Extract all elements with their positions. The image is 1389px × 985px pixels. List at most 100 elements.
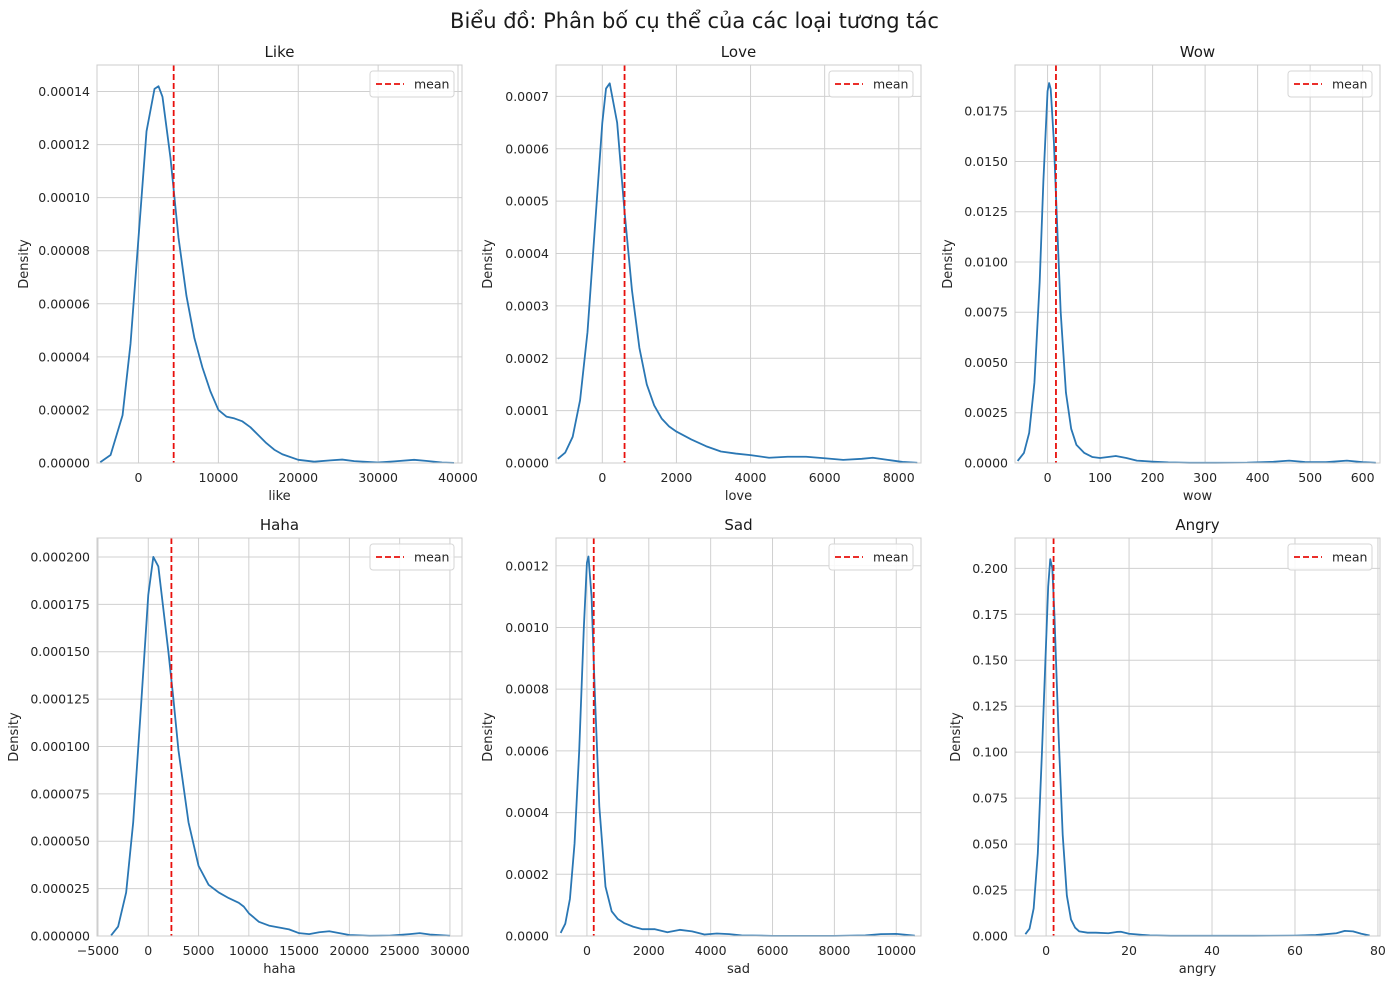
x-tick-label: 100	[1088, 470, 1112, 485]
plot-frame	[555, 64, 922, 464]
y-tick-label: 0.0004	[505, 805, 549, 820]
y-tick-label: 0.00012	[38, 137, 90, 152]
y-tick-label: 0.000175	[30, 597, 90, 612]
plot-area	[97, 538, 462, 936]
density-curve	[1016, 82, 1376, 464]
x-tick-label: 5000	[183, 943, 215, 958]
y-tick-label: 0.0004	[505, 246, 549, 261]
legend-mean-label: mean	[873, 77, 908, 92]
y-tick-label: 0.0000	[964, 456, 1008, 471]
y-axis-label: Density	[481, 239, 496, 289]
y-tick-label: 0.00010	[38, 190, 90, 205]
x-tick-label: −5000	[77, 943, 119, 958]
y-tick-label: 0.00008	[38, 243, 90, 258]
x-axis-label: angry	[1179, 962, 1217, 977]
x-tick-label: 20	[1121, 943, 1137, 958]
y-tick-label: 0.000200	[30, 549, 90, 564]
y-tick-label: 0.000000	[30, 929, 90, 944]
y-tick-label: 0.150	[972, 653, 1008, 668]
y-axis-label: Density	[481, 712, 496, 762]
y-tick-label: 0.0002	[505, 351, 549, 366]
y-tick-label: 0.0003	[505, 298, 549, 313]
y-tick-label: 0.000150	[30, 644, 90, 659]
x-tick-label: 300	[1193, 470, 1217, 485]
plot-area	[1015, 538, 1380, 936]
subplot-title: Like	[265, 43, 295, 61]
y-tick-label: 0.0000	[505, 929, 549, 944]
x-tick-label: 4000	[695, 943, 727, 958]
x-tick-label: 2000	[661, 470, 693, 485]
x-axis-label: sad	[727, 962, 750, 977]
subplot-title: Sad	[724, 516, 752, 534]
x-tick-label: 600	[1351, 470, 1375, 485]
plot-area	[97, 65, 462, 463]
legend-box	[369, 543, 455, 571]
y-tick-label: 0.000125	[30, 692, 90, 707]
plot-frame	[555, 537, 922, 937]
legend-mean-label: mean	[1332, 77, 1367, 92]
legend: mean	[1287, 543, 1373, 571]
y-axis-label: Density	[941, 239, 956, 289]
plot-frame	[1014, 64, 1381, 464]
y-tick-label: 0.0010	[505, 620, 549, 635]
subplot-title: Wow	[1180, 43, 1215, 61]
x-tick-label: 10000	[229, 943, 269, 958]
legend-mean-label: mean	[873, 550, 908, 565]
x-tick-label: 4000	[735, 470, 767, 485]
y-tick-label: 0.0001	[505, 403, 549, 418]
x-tick-label: 0	[135, 470, 143, 485]
x-tick-label: 200	[1141, 470, 1165, 485]
x-tick-label: 0	[1044, 470, 1052, 485]
x-tick-label: 40000	[438, 470, 478, 485]
legend: mean	[369, 543, 455, 571]
y-tick-label: 0.0002	[505, 867, 549, 882]
x-axis-label: haha	[263, 962, 295, 977]
y-tick-label: 0.0005	[505, 194, 549, 209]
legend-box	[369, 70, 455, 98]
y-tick-label: 0.00002	[38, 402, 90, 417]
y-tick-label: 0.000	[972, 929, 1008, 944]
y-axis-label: Density	[7, 712, 22, 762]
y-tick-label: 0.0007	[505, 89, 549, 104]
plot-area	[556, 65, 921, 463]
x-axis-label: wow	[1183, 489, 1213, 504]
x-tick-label: 10000	[876, 943, 916, 958]
x-tick-label: 500	[1298, 470, 1322, 485]
x-tick-label: 0	[598, 470, 606, 485]
density-curve	[557, 82, 918, 464]
x-tick-label: 6000	[809, 470, 841, 485]
subplot-title: Angry	[1175, 516, 1219, 534]
x-tick-label: 6000	[757, 943, 789, 958]
y-tick-label: 0.0006	[505, 141, 549, 156]
x-tick-label: 8000	[883, 470, 915, 485]
subplot-sad: 0 2000 4000 6000 8000 10000 0.0000 0.0002 0.0004…	[481, 516, 922, 977]
x-tick-label: 0	[144, 943, 152, 958]
legend: mean	[828, 70, 914, 98]
subplot-title: Love	[721, 43, 756, 61]
y-tick-label: 0.0050	[964, 355, 1008, 370]
x-axis-label: like	[268, 489, 290, 504]
x-tick-label: 0	[1042, 943, 1050, 958]
y-tick-label: 0.000075	[30, 786, 90, 801]
y-tick-label: 0.0125	[964, 204, 1008, 219]
x-tick-label: 40	[1204, 943, 1220, 958]
legend-mean-label: mean	[1332, 550, 1367, 565]
y-tick-label: 0.0075	[964, 305, 1008, 320]
plot-area	[1015, 65, 1380, 463]
y-tick-label: 0.0150	[964, 154, 1008, 169]
y-tick-label: 0.0000	[505, 456, 549, 471]
y-tick-label: 0.00006	[38, 296, 90, 311]
x-tick-label: 25000	[380, 943, 420, 958]
y-tick-label: 0.125	[972, 699, 1008, 714]
subplot-angry: 0 20 40 60 80 0.000 0.025 0.050 0.075 0.100 0.125 0…	[949, 516, 1386, 977]
plot-frame	[96, 64, 463, 464]
plot-frame	[96, 537, 463, 937]
x-tick-label: 10000	[199, 470, 239, 485]
subplot-like: 0 10000 20000 30000 40000 0.00000 0.00002 0.000…	[17, 43, 478, 504]
legend: mean	[828, 543, 914, 571]
y-axis-label: Density	[949, 712, 964, 762]
subplot-haha: −5000 0 5000 10000 15000 20000 25000 30000 0.000…	[7, 516, 470, 977]
y-tick-label: 0.0006	[505, 743, 549, 758]
y-tick-label: 0.000100	[30, 739, 90, 754]
